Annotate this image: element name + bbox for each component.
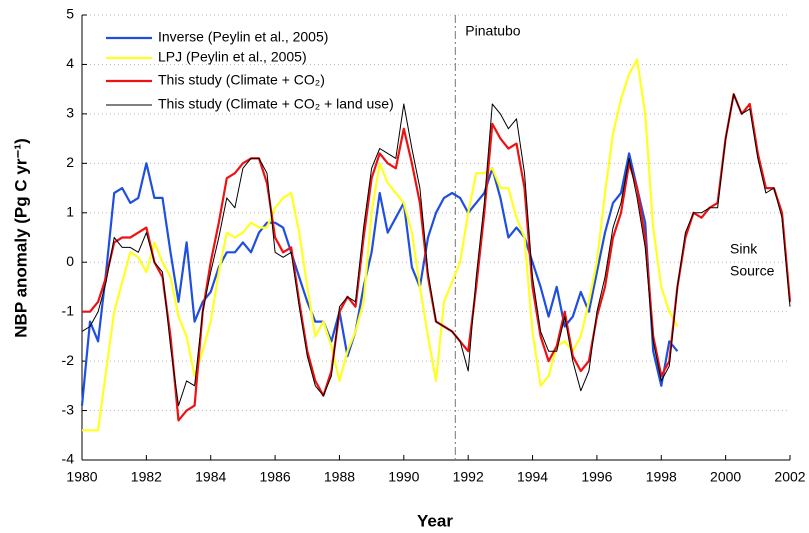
legend-label: LPJ (Peylin et al., 2005) <box>158 49 307 65</box>
x-tick-label: 1994 <box>517 469 548 485</box>
x-tick-label: 1988 <box>324 469 355 485</box>
x-tick-label: 1980 <box>66 469 97 485</box>
x-tick-label: 1998 <box>646 469 677 485</box>
y-tick-label: 2 <box>66 154 74 170</box>
y-tick-label: 3 <box>66 105 74 121</box>
x-tick-label: 1992 <box>453 469 484 485</box>
series-line <box>82 58 679 432</box>
y-tick-label: -3 <box>62 401 75 417</box>
x-tick-label: 1984 <box>195 469 226 485</box>
x-tick-label: 1982 <box>131 469 162 485</box>
annotation: Source <box>730 263 775 279</box>
x-tick-label: 2000 <box>710 469 741 485</box>
legend-label: This study (Climate + CO₂ + land use) <box>158 96 394 112</box>
legend-label: This study (Climate + CO₂) <box>158 72 325 88</box>
y-tick-label: 4 <box>66 55 74 71</box>
y-tick-label: 1 <box>66 203 74 219</box>
y-tick-label: -1 <box>62 302 75 318</box>
y-axis-title: NBP anomaly (Pg C yr⁻¹) <box>11 138 30 337</box>
x-tick-label: 2002 <box>774 469 805 485</box>
annotation: Pinatubo <box>465 23 520 39</box>
x-tick-label: 1990 <box>388 469 419 485</box>
y-tick-label: 0 <box>66 253 74 269</box>
x-axis-title: Year <box>417 511 453 530</box>
y-tick-label: -4 <box>62 451 75 467</box>
y-tick-label: -2 <box>62 352 75 368</box>
x-tick-label: 1986 <box>260 469 291 485</box>
annotation: Sink <box>730 241 758 257</box>
series-line <box>81 93 791 407</box>
y-tick-label: 5 <box>66 6 74 22</box>
series-line <box>80 152 679 406</box>
legend-label: Inverse (Peylin et al., 2005) <box>158 29 328 45</box>
x-tick-label: 1996 <box>581 469 612 485</box>
